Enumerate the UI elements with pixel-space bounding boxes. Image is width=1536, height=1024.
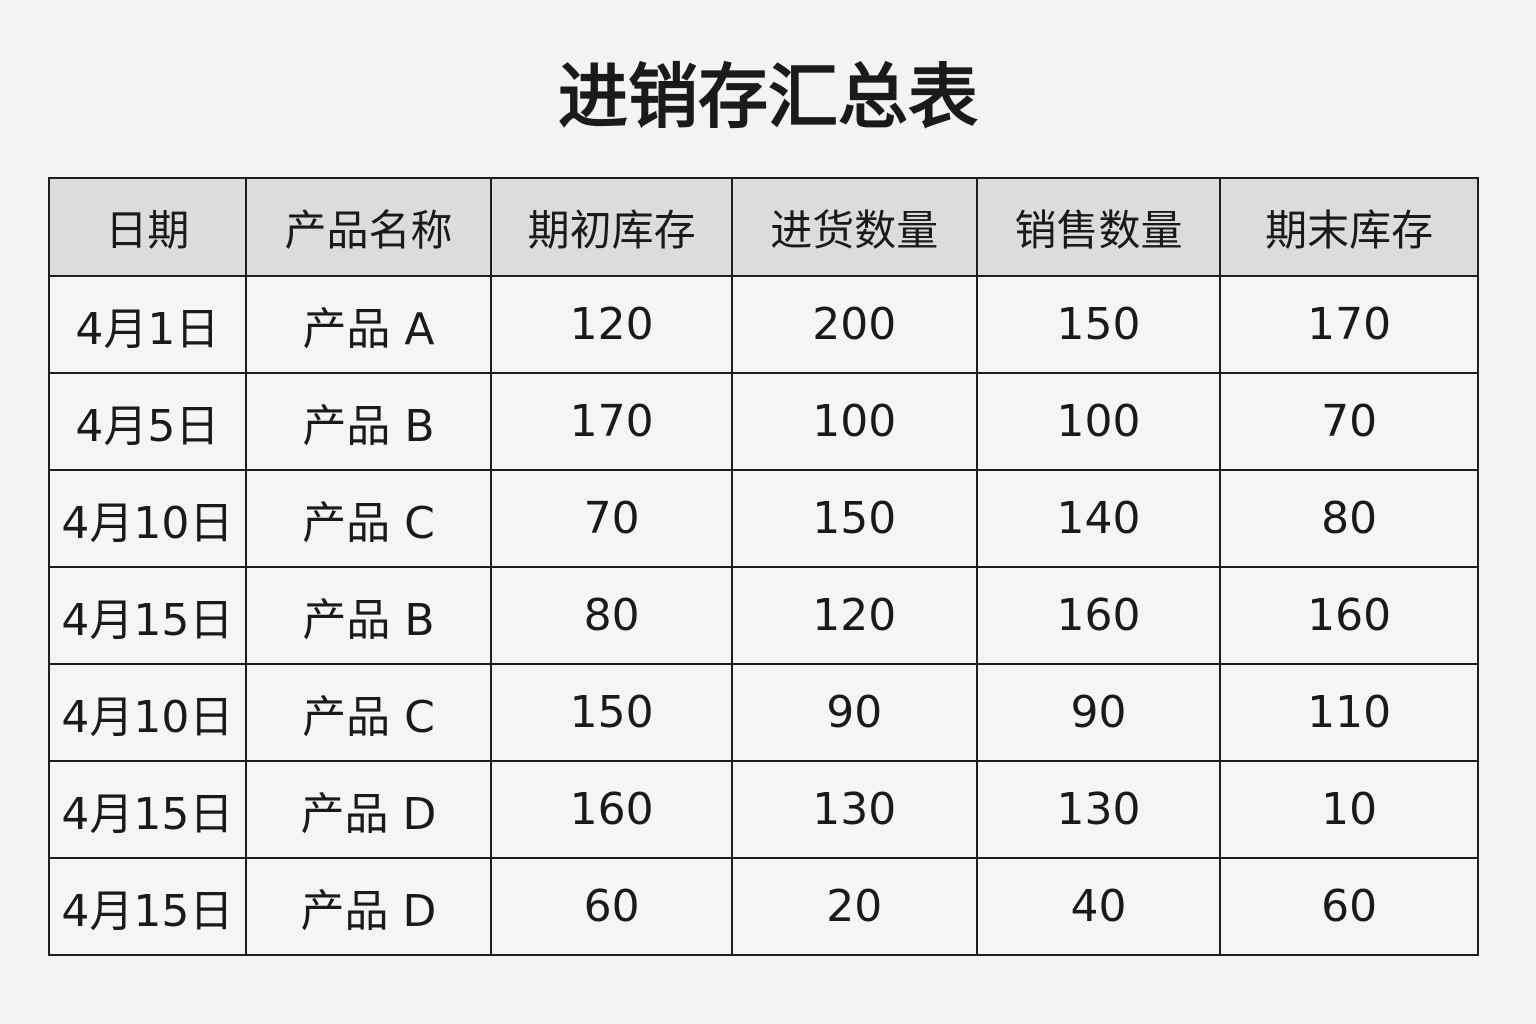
cell-closing-stock: 10 (1219, 760, 1479, 859)
cell-sales-qty: 130 (975, 760, 1222, 859)
header-row: 日期 产品名称 期初库存 进货数量 销售数量 期末库存 (48, 177, 1479, 277)
cell-closing-stock: 170 (1219, 275, 1479, 374)
cell-sales-qty: 140 (975, 469, 1222, 568)
cell-date: 4月15日 (48, 760, 247, 859)
cell-purchase-qty: 90 (730, 663, 978, 762)
cell-sales-qty: 40 (975, 857, 1222, 956)
page-title: 进销存汇总表 (558, 56, 978, 138)
table-row: 4月10日 产品 C 70 150 140 80 (48, 469, 1479, 568)
cell-closing-stock: 160 (1219, 566, 1479, 665)
cell-date: 4月15日 (48, 857, 247, 956)
column-header-opening-stock: 期初库存 (490, 177, 733, 277)
cell-purchase-qty: 130 (730, 760, 978, 859)
cell-purchase-qty: 100 (730, 372, 978, 471)
table-row: 4月10日 产品 C 150 90 90 110 (48, 663, 1479, 762)
column-header-closing-stock: 期末库存 (1219, 177, 1479, 277)
cell-date: 4月15日 (48, 566, 247, 665)
cell-purchase-qty: 200 (730, 275, 978, 374)
cell-opening-stock: 80 (490, 566, 733, 665)
cell-purchase-qty: 120 (730, 566, 978, 665)
cell-opening-stock: 170 (490, 372, 733, 471)
cell-opening-stock: 70 (490, 469, 733, 568)
table-row: 4月15日 产品 B 80 120 160 160 (48, 566, 1479, 665)
cell-date: 4月1日 (48, 275, 247, 374)
cell-product-name: 产品 C (244, 469, 493, 568)
cell-product-name: 产品 C (244, 663, 493, 762)
table-row: 4月15日 产品 D 160 130 130 10 (48, 760, 1479, 859)
table-row: 4月5日 产品 B 170 100 100 70 (48, 372, 1479, 471)
cell-opening-stock: 60 (490, 857, 733, 956)
cell-purchase-qty: 20 (730, 857, 978, 956)
column-header-sales-qty: 销售数量 (975, 177, 1222, 277)
cell-product-name: 产品 D (244, 857, 493, 956)
cell-product-name: 产品 B (244, 372, 493, 471)
cell-product-name: 产品 B (244, 566, 493, 665)
table-row: 4月15日 产品 D 60 20 40 60 (48, 857, 1479, 956)
cell-sales-qty: 150 (975, 275, 1222, 374)
cell-date: 4月10日 (48, 663, 247, 762)
cell-sales-qty: 100 (975, 372, 1222, 471)
column-header-product-name: 产品名称 (244, 177, 493, 277)
column-header-date: 日期 (48, 177, 247, 277)
cell-sales-qty: 90 (975, 663, 1222, 762)
column-header-purchase-qty: 进货数量 (730, 177, 978, 277)
cell-date: 4月10日 (48, 469, 247, 568)
inventory-summary-table: 日期 产品名称 期初库存 进货数量 销售数量 期末库存 4月1日 产品 A 120 200 150… (48, 177, 1479, 956)
cell-opening-stock: 160 (490, 760, 733, 859)
cell-date: 4月5日 (48, 372, 247, 471)
cell-closing-stock: 80 (1219, 469, 1479, 568)
cell-closing-stock: 110 (1219, 663, 1479, 762)
table-row: 4月1日 产品 A 120 200 150 170 (48, 275, 1479, 374)
cell-product-name: 产品 D (244, 760, 493, 859)
cell-closing-stock: 70 (1219, 372, 1479, 471)
cell-product-name: 产品 A (244, 275, 493, 374)
cell-opening-stock: 120 (490, 275, 733, 374)
cell-opening-stock: 150 (490, 663, 733, 762)
cell-purchase-qty: 150 (730, 469, 978, 568)
cell-sales-qty: 160 (975, 566, 1222, 665)
cell-closing-stock: 60 (1219, 857, 1479, 956)
